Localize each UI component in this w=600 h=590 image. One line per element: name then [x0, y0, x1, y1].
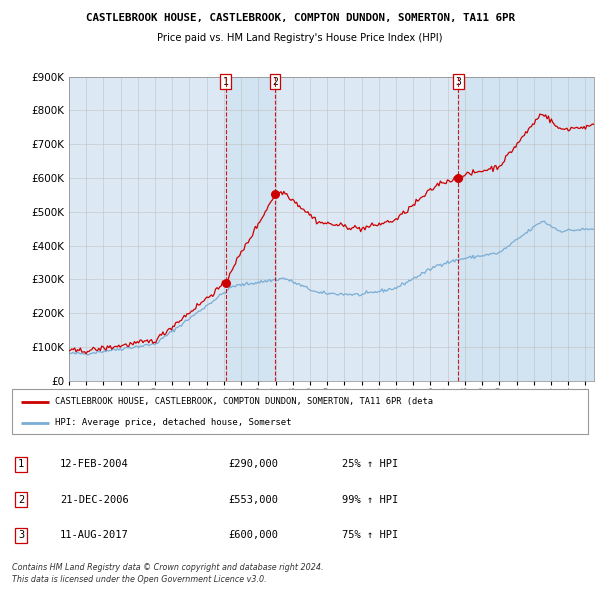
- Text: 11-AUG-2017: 11-AUG-2017: [60, 530, 129, 540]
- Text: £600,000: £600,000: [228, 530, 278, 540]
- Text: 12-FEB-2004: 12-FEB-2004: [60, 460, 129, 469]
- Text: 21-DEC-2006: 21-DEC-2006: [60, 495, 129, 504]
- Point: [270, 189, 280, 199]
- Text: 3: 3: [18, 530, 24, 540]
- Bar: [226, 77, 275, 381]
- Text: 25% ↑ HPI: 25% ↑ HPI: [342, 460, 398, 469]
- Bar: [458, 77, 594, 381]
- Text: £290,000: £290,000: [228, 460, 278, 469]
- FancyBboxPatch shape: [12, 389, 588, 434]
- Text: £553,000: £553,000: [228, 495, 278, 504]
- Point: [454, 173, 463, 183]
- Point: [221, 278, 230, 287]
- Text: CASTLEBROOK HOUSE, CASTLEBROOK, COMPTON DUNDON, SOMERTON, TA11 6PR (deta: CASTLEBROOK HOUSE, CASTLEBROOK, COMPTON …: [55, 397, 433, 407]
- Text: CASTLEBROOK HOUSE, CASTLEBROOK, COMPTON DUNDON, SOMERTON, TA11 6PR: CASTLEBROOK HOUSE, CASTLEBROOK, COMPTON …: [86, 13, 515, 23]
- Text: HPI: Average price, detached house, Somerset: HPI: Average price, detached house, Some…: [55, 418, 292, 427]
- Text: 75% ↑ HPI: 75% ↑ HPI: [342, 530, 398, 540]
- Text: Price paid vs. HM Land Registry's House Price Index (HPI): Price paid vs. HM Land Registry's House …: [157, 33, 443, 43]
- Text: 2: 2: [272, 77, 278, 87]
- Text: Contains HM Land Registry data © Crown copyright and database right 2024.: Contains HM Land Registry data © Crown c…: [12, 563, 323, 572]
- Text: 1: 1: [223, 77, 229, 87]
- Text: 99% ↑ HPI: 99% ↑ HPI: [342, 495, 398, 504]
- Text: This data is licensed under the Open Government Licence v3.0.: This data is licensed under the Open Gov…: [12, 575, 266, 584]
- Text: 2: 2: [18, 495, 24, 504]
- Text: 3: 3: [455, 77, 461, 87]
- Text: 1: 1: [18, 460, 24, 469]
